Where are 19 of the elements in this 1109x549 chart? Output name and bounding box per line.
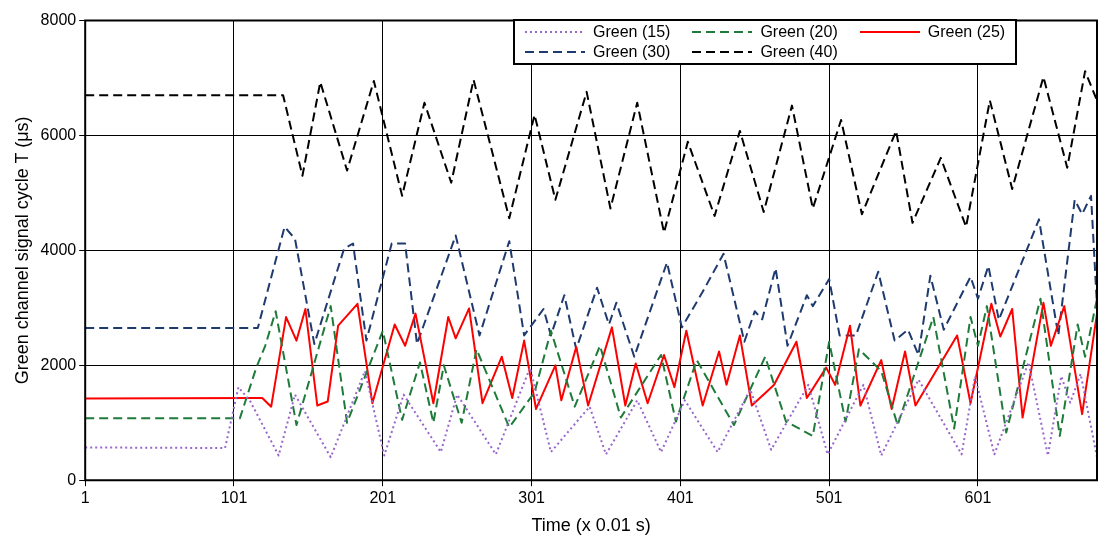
y-tick-label: 0 [67,470,77,488]
x-tick-label: 401 [667,489,694,507]
x-tick-label: 601 [964,489,992,507]
legend-label: Green (40) [760,42,838,61]
legend-label: Green (15) [593,22,671,41]
legend-label: Green (25) [927,22,1006,41]
legend-label: Green (20) [760,22,838,41]
x-tick-label: 1 [80,489,90,507]
x-axis-title: Time (x 0.01 s) [531,515,651,536]
x-tick-label: 301 [518,489,546,507]
x-tick-label: 201 [369,489,397,507]
y-tick-label: 6000 [40,125,77,143]
y-tick-label: 4000 [40,240,77,258]
y-tick-label: 8000 [40,11,77,29]
legend-label: Green (30) [593,42,671,61]
x-tick-label: 501 [815,489,843,507]
y-axis-title: Green channel signal cycle T (μs) [11,116,32,385]
x-tick-label: 101 [220,489,248,507]
y-tick-label: 2000 [40,355,77,373]
